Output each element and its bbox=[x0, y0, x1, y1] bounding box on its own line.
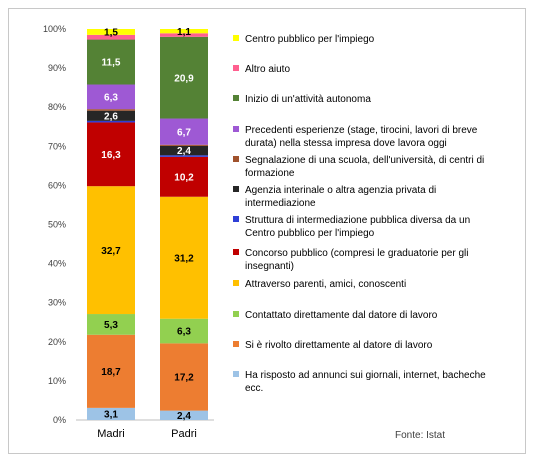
data-label: 18,7 bbox=[101, 367, 121, 378]
legend-swatch bbox=[233, 65, 239, 71]
data-label: 6,3 bbox=[177, 327, 191, 338]
legend-label: Si è rivolto direttamente al datore di l… bbox=[245, 340, 433, 351]
bar-segment bbox=[87, 39, 135, 85]
y-axis-ticks: 0% 10% 20% 30% 40% 50% 60% 70% 80% 90% 100% bbox=[43, 24, 66, 425]
legend-label: Centro pubblico per l'impiego bbox=[245, 228, 375, 239]
legend-swatch bbox=[233, 95, 239, 101]
y-tick-label: 20% bbox=[48, 337, 66, 347]
legend-swatch bbox=[233, 156, 239, 162]
category-label: Madri bbox=[97, 428, 125, 440]
bar-segment bbox=[87, 314, 135, 335]
data-label: 20,9 bbox=[174, 73, 194, 84]
bar-segment bbox=[160, 318, 208, 344]
y-tick-label: 40% bbox=[48, 259, 66, 269]
bar-segment bbox=[87, 110, 135, 121]
legend-label: formazione bbox=[245, 168, 295, 179]
bar-segment bbox=[160, 29, 208, 34]
data-label: 6,3 bbox=[104, 92, 118, 103]
legend-swatch bbox=[233, 341, 239, 347]
legend-swatch bbox=[233, 186, 239, 192]
legend-label: Segnalazione di una scuola, dell'univers… bbox=[245, 155, 484, 166]
category-label: Padri bbox=[171, 428, 197, 440]
data-label: 16,3 bbox=[101, 150, 121, 161]
bar-segment bbox=[160, 155, 208, 157]
legend-label: intermediazione bbox=[245, 198, 316, 209]
legend-label: Centro pubblico per l'impiego bbox=[245, 34, 375, 45]
y-tick-label: 100% bbox=[43, 24, 66, 34]
legend-label: ecc. bbox=[245, 383, 263, 394]
legend-label: Struttura di intermediazione pubblica di… bbox=[245, 215, 470, 226]
bar-segment bbox=[160, 343, 208, 411]
category-labels: Madri Padri bbox=[97, 428, 197, 440]
y-tick-label: 70% bbox=[48, 141, 66, 151]
legend-swatch bbox=[233, 126, 239, 132]
legend-swatch bbox=[233, 216, 239, 222]
data-label: 17,2 bbox=[174, 373, 194, 384]
bar-segment bbox=[160, 144, 208, 146]
bar-segment bbox=[87, 29, 135, 35]
bar-segment bbox=[160, 156, 208, 197]
bar-segment bbox=[160, 33, 208, 37]
legend-label: Contattato direttamente dal datore di la… bbox=[245, 310, 438, 321]
data-label: 6,7 bbox=[177, 127, 191, 138]
source-note: Fonte: Istat bbox=[395, 430, 445, 441]
data-label: 1,1 bbox=[177, 27, 191, 38]
y-tick-label: 0% bbox=[53, 415, 66, 425]
bar-segment bbox=[87, 120, 135, 123]
data-label: 10,2 bbox=[174, 172, 194, 183]
legend-swatch bbox=[233, 280, 239, 286]
data-label: 5,3 bbox=[104, 320, 118, 331]
legend-swatch bbox=[233, 371, 239, 377]
legend-label: Agenzia interinale o altra agenzia priva… bbox=[245, 185, 436, 196]
data-label: 1,5 bbox=[104, 28, 118, 39]
y-tick-label: 60% bbox=[48, 180, 66, 190]
bar-segment bbox=[87, 407, 135, 420]
bar-segment bbox=[160, 118, 208, 145]
bar-segment bbox=[160, 145, 208, 156]
y-tick-label: 30% bbox=[48, 298, 66, 308]
bar-segment bbox=[87, 334, 135, 408]
legend-swatch bbox=[233, 311, 239, 317]
bar-segment bbox=[87, 122, 135, 187]
legend-label: Precedenti esperienze (stage, tirocini, … bbox=[245, 125, 478, 136]
bar-segment bbox=[87, 34, 135, 40]
data-label: 32,7 bbox=[101, 246, 121, 257]
bar-segment bbox=[160, 410, 208, 420]
bar-segment bbox=[160, 196, 208, 319]
y-tick-label: 10% bbox=[48, 376, 66, 386]
bar-segment bbox=[87, 186, 135, 315]
legend: Centro pubblico per l'impiego Altro aiuto… bbox=[233, 34, 486, 394]
legend-label: Altro aiuto bbox=[245, 64, 290, 75]
bar-segment bbox=[160, 36, 208, 119]
bar-segment bbox=[87, 109, 135, 111]
data-label: 2,6 bbox=[104, 111, 118, 122]
bar-segment bbox=[87, 84, 135, 110]
y-tick-label: 80% bbox=[48, 102, 66, 112]
data-label: 31,2 bbox=[174, 253, 194, 264]
legend-label: Inizio di un'attività autonoma bbox=[245, 94, 371, 105]
data-label: 11,5 bbox=[102, 58, 121, 69]
legend-label: Attraverso parenti, amici, conoscenti bbox=[245, 279, 406, 290]
data-label: 2,4 bbox=[177, 146, 191, 157]
legend-label: Ha risposto ad annunci sui giornali, int… bbox=[245, 370, 486, 381]
y-tick-label: 90% bbox=[48, 63, 66, 73]
data-label: 3,1 bbox=[104, 410, 118, 421]
data-label: 2,4 bbox=[177, 411, 191, 422]
bars-group: 3,1 18,7 5,3 32,7 16,3 2,6 6,3 11,5 1,5 2,4 17,2 6,… bbox=[87, 27, 208, 422]
legend-label: insegnanti) bbox=[245, 261, 294, 272]
legend-label: Concorso pubblico (compresi le graduator… bbox=[245, 248, 468, 259]
legend-label: durata) nella stessa impresa dove lavora… bbox=[245, 138, 447, 149]
legend-swatch bbox=[233, 249, 239, 255]
y-tick-label: 50% bbox=[48, 220, 66, 230]
legend-swatch bbox=[233, 35, 239, 41]
